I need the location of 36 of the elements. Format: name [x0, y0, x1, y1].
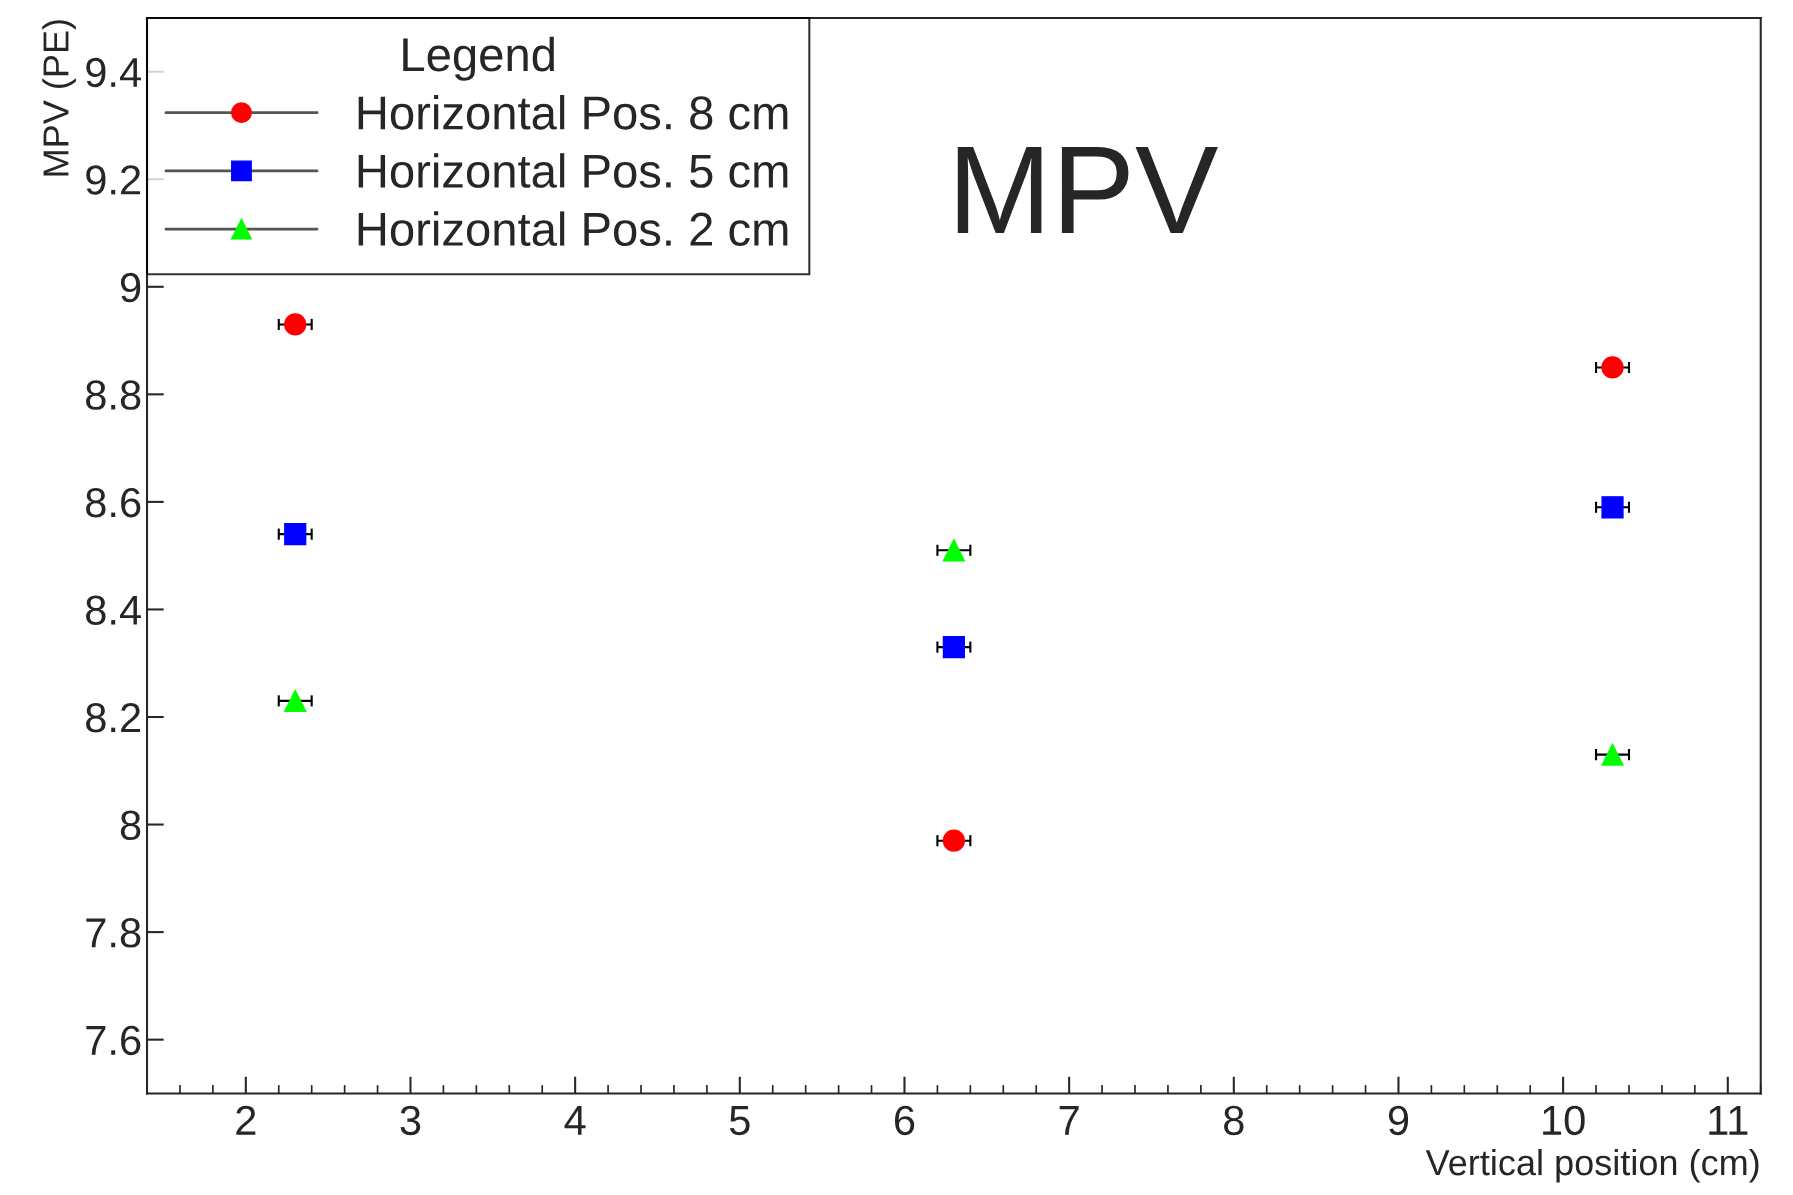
x-axis-title: Vertical position (cm) [1425, 1148, 1759, 1183]
legend-title: Legend [403, 36, 554, 81]
x-tick-label: 4 [564, 1106, 586, 1135]
point [284, 689, 307, 712]
y-tick-label: 8.2 [86, 703, 141, 733]
point [1601, 743, 1624, 766]
y-tick-label: 8 [120, 810, 141, 841]
point [284, 523, 307, 546]
x-tick-label: 5 [729, 1106, 750, 1136]
y-axis-title: MPV (PE) [42, 20, 76, 176]
x-tick-label: 6 [895, 1105, 915, 1136]
y-tick-label: 9.2 [86, 165, 141, 195]
annotation: MPV [957, 147, 1218, 234]
point [1601, 496, 1624, 519]
y-tick-label: 9.4 [86, 57, 141, 88]
y-tick-label: 8.4 [86, 595, 141, 625]
legend-label: Horizontal Pos. 2 cm [358, 211, 788, 247]
y-tick-label: 7.8 [86, 918, 141, 948]
y-tick-label: 7.6 [86, 1025, 141, 1056]
legend-label: Horizontal Pos. 8 cm [358, 95, 788, 130]
point [942, 829, 965, 852]
y-tick-label: 8.8 [86, 380, 141, 410]
x-tick-label: 8 [1224, 1105, 1244, 1136]
y-tick-label: 8.6 [86, 487, 141, 518]
legend-label: Horizontal Pos. 5 cm [358, 153, 788, 188]
x-tick-label: 2 [236, 1105, 256, 1135]
point [942, 539, 965, 562]
point [942, 635, 965, 659]
x-tick-label: 7 [1059, 1106, 1079, 1135]
x-tick-label: 3 [400, 1105, 421, 1136]
x-tick-label: 9 [1388, 1105, 1409, 1136]
x-tick-label: 11 [1709, 1106, 1748, 1135]
y-tick-label: 9 [120, 272, 141, 303]
point [1601, 356, 1624, 379]
point [284, 313, 307, 336]
x-tick-label: 10 [1543, 1105, 1585, 1136]
